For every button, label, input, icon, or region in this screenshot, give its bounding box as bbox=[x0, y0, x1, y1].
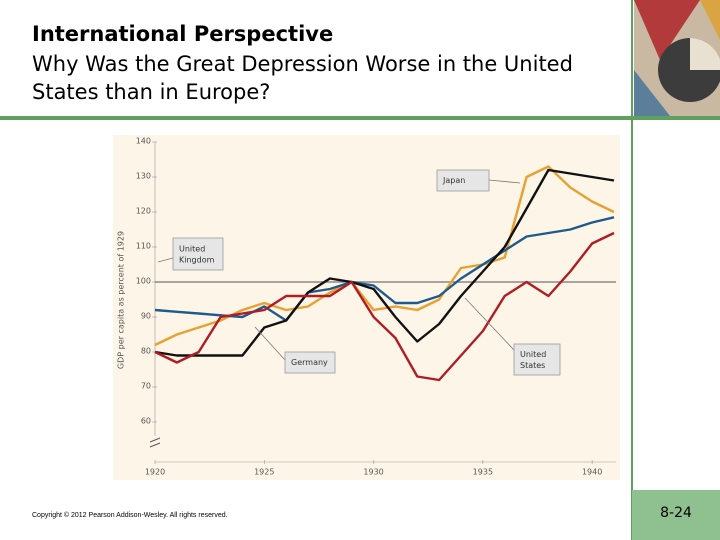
callout-box bbox=[172, 237, 224, 271]
y-tick-label: 80 bbox=[141, 347, 151, 356]
y-tick-label: 70 bbox=[141, 382, 151, 391]
y-tick-label: 130 bbox=[136, 172, 151, 181]
legend-label: Japan bbox=[442, 176, 465, 185]
y-tick-label: 100 bbox=[136, 277, 151, 286]
y-tick-label: 60 bbox=[141, 417, 151, 426]
x-tick-label: 1935 bbox=[473, 468, 493, 477]
x-tick-label: 1940 bbox=[582, 468, 602, 477]
copyright: Copyright © 2012 Pearson Addison-Wesley.… bbox=[32, 512, 228, 519]
x-tick-label: 1925 bbox=[254, 468, 274, 477]
corner-art bbox=[634, 0, 720, 116]
x-tick-label: 1920 bbox=[145, 468, 165, 477]
y-tick-label: 90 bbox=[141, 312, 151, 321]
callout-box bbox=[513, 343, 561, 376]
series-line bbox=[154, 168, 615, 357]
legend-label: United States bbox=[520, 350, 546, 370]
callout-box bbox=[284, 351, 336, 374]
y-tick-label: 140 bbox=[136, 137, 151, 146]
y-tick-label: 120 bbox=[136, 207, 151, 216]
callout-leader bbox=[488, 179, 521, 184]
slide-subtitle: Why Was the Great Depression Worse in th… bbox=[32, 52, 573, 104]
slide-title: International Perspective bbox=[32, 22, 334, 46]
legend-label: United Kingdom bbox=[179, 244, 215, 264]
y-axis-label: GDP per capita as percent of 1929 bbox=[117, 231, 126, 369]
x-tick-label: 1930 bbox=[363, 468, 383, 477]
callout-leader bbox=[157, 257, 174, 263]
axis-break bbox=[149, 437, 161, 448]
page-number: 8-24 bbox=[632, 490, 720, 540]
y-tick-label: 110 bbox=[136, 242, 151, 251]
legend-label: Germany bbox=[291, 358, 328, 367]
series-line bbox=[154, 231, 615, 382]
callout-leader bbox=[464, 297, 515, 351]
callout-box bbox=[436, 169, 490, 192]
callout-leader bbox=[254, 326, 286, 361]
